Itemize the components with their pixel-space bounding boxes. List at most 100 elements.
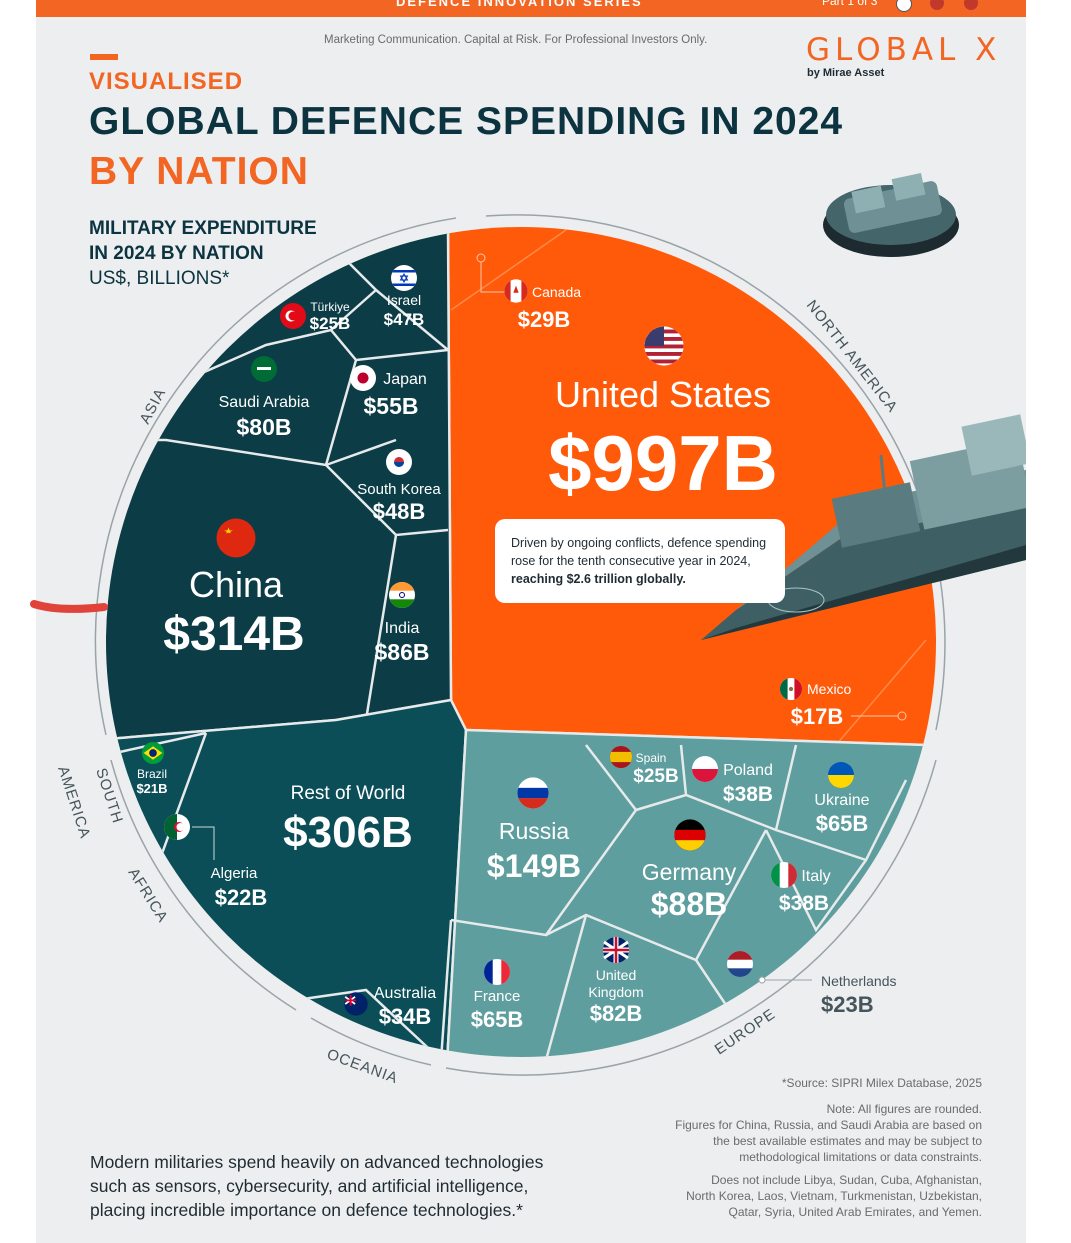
chart-subtitle-1: MILITARY EXPENDITURE bbox=[89, 218, 317, 239]
exclusion-line-2: North Korea, Laos, Vietnam, Turkmenistan… bbox=[686, 1189, 982, 1203]
label-italy-value: $38B bbox=[779, 892, 829, 915]
flag-algeria-icon bbox=[164, 814, 190, 840]
mexico-leader bbox=[851, 711, 907, 721]
flag-france-icon bbox=[484, 959, 510, 985]
label-poland-value: $38B bbox=[723, 783, 773, 806]
footer-line-2: such as sensors, cybersecurity, and arti… bbox=[90, 1176, 529, 1196]
hovercraft-illustration bbox=[823, 172, 959, 257]
footer-text: Modern militaries spend heavily on advan… bbox=[90, 1150, 650, 1222]
label-japan-value: $55B bbox=[364, 393, 419, 419]
flag-south-korea-icon bbox=[386, 449, 412, 475]
label-mexico-name: Mexico bbox=[807, 681, 852, 697]
region-label-south-america-2: AMERICA bbox=[54, 764, 93, 841]
label-spain-name: Spain bbox=[636, 751, 667, 765]
label-algeria-name: Algeria bbox=[211, 865, 258, 882]
label-israel-value: $47B bbox=[384, 310, 425, 329]
label-southkorea-name: South Korea bbox=[357, 481, 441, 498]
source-note: *Source: SIPRI Milex Database, 2025 bbox=[781, 1076, 982, 1090]
label-mexico-value: $17B bbox=[791, 704, 844, 729]
cell-canada bbox=[450, 229, 567, 311]
label-turkiye-name: Türkiye bbox=[310, 300, 350, 314]
flag-ukraine-icon bbox=[828, 762, 854, 788]
label-brazil-name: Brazil bbox=[137, 767, 167, 781]
note-line-4: methodological limitations or data const… bbox=[739, 1150, 982, 1164]
warship-illustration bbox=[701, 414, 1026, 640]
label-uk-value: $82B bbox=[590, 1001, 643, 1026]
label-us-name: United States bbox=[555, 374, 771, 415]
exclusion-line-3: Qatar, Syria, United Arab Emirates, and … bbox=[728, 1205, 982, 1219]
chart-subtitle-2: IN 2024 BY NATION bbox=[89, 243, 264, 264]
flag-spain-icon bbox=[609, 745, 633, 769]
label-canada-value: $29B bbox=[518, 307, 571, 332]
exclusion-block: Does not include Libya, Sudan, Cuba, Afg… bbox=[602, 1172, 982, 1220]
label-brazil-value: $21B bbox=[136, 781, 167, 796]
flag-usa-icon bbox=[644, 326, 684, 366]
label-france-value: $65B bbox=[471, 1007, 524, 1032]
label-uk-name-2: Kingdom bbox=[588, 984, 643, 1000]
label-turkiye-value: $25B bbox=[310, 314, 351, 333]
label-russia-value: $149B bbox=[487, 848, 581, 884]
voronoi-chart: ASIA NORTH AMERICA SOUTH AMERICA AFRICA … bbox=[54, 172, 1026, 1087]
label-saudi-name: Saudi Arabia bbox=[219, 394, 310, 411]
note-line-1: Note: All figures are rounded. bbox=[826, 1102, 982, 1116]
europe-borders bbox=[439, 744, 908, 1057]
chart-unit: US$, BILLIONS* bbox=[89, 268, 230, 289]
label-india-name: India bbox=[385, 620, 420, 637]
callout-line-2: rose for the tenth consecutive year in 2… bbox=[511, 554, 751, 568]
series-label: DEFENCE INNOVATION SERIES bbox=[396, 0, 643, 9]
flags bbox=[141, 265, 854, 1016]
label-algeria-value: $22B bbox=[215, 885, 268, 910]
label-canada-name: Canada bbox=[532, 284, 581, 300]
label-australia-name: Australia bbox=[374, 985, 436, 1002]
flag-brazil-icon bbox=[141, 741, 165, 765]
region-label-asia: ASIA bbox=[137, 385, 170, 427]
label-netherlands-value: $23B bbox=[821, 992, 874, 1017]
label-poland-name: Poland bbox=[723, 762, 773, 779]
kicker: VISUALISED bbox=[89, 68, 244, 95]
flag-australia-icon bbox=[344, 992, 368, 1016]
flag-russia-icon bbox=[517, 777, 549, 809]
algeria-leader bbox=[192, 826, 215, 860]
kicker-dash bbox=[90, 54, 118, 60]
label-australia-value: $34B bbox=[379, 1004, 432, 1029]
label-row-value: $306B bbox=[283, 808, 413, 857]
label-row-name: Rest of World bbox=[291, 783, 406, 804]
label-india-value: $86B bbox=[375, 639, 430, 665]
label-saudi-value: $80B bbox=[237, 414, 292, 440]
page-title: GLOBAL DEFENCE SPENDING IN 2024 bbox=[89, 100, 844, 143]
flag-uk-icon bbox=[603, 937, 629, 963]
infographic-poster: DEFENCE INNOVATION SERIES Part 1 of 3 Ma… bbox=[36, 0, 1026, 1243]
region-label-africa: AFRICA bbox=[125, 865, 172, 926]
note-block: Note: All figures are rounded. Figures f… bbox=[602, 1101, 982, 1165]
label-russia-name: Russia bbox=[499, 818, 570, 844]
footer-line-3: placing incredible importance on defence… bbox=[90, 1200, 523, 1220]
part-label: Part 1 of 3 bbox=[822, 0, 878, 8]
label-china-name: China bbox=[189, 564, 284, 605]
region-label-oceania: OCEANIA bbox=[325, 1046, 401, 1087]
callout-box: Driven by ongoing conflicts, defence spe… bbox=[495, 519, 785, 603]
flag-saudi-arabia-icon bbox=[251, 356, 277, 382]
note-line-2: Figures for China, Russia, and Saudi Ara… bbox=[675, 1118, 982, 1132]
part-dot-3 bbox=[964, 0, 978, 10]
disclaimer: Marketing Communication. Capital at Risk… bbox=[324, 34, 708, 46]
label-ukraine-value: $65B bbox=[816, 811, 869, 836]
netherlands-leader bbox=[758, 976, 812, 984]
flag-israel-icon bbox=[391, 265, 417, 291]
label-china-value: $314B bbox=[163, 608, 304, 661]
top-banner: DEFENCE INNOVATION SERIES Part 1 of 3 bbox=[36, 0, 1026, 17]
brand-logo: GLOBAL X bbox=[806, 32, 1002, 68]
outer-ring bbox=[94, 214, 946, 1076]
flag-turkiye-icon bbox=[280, 303, 306, 329]
exclusion-line-1: Does not include Libya, Sudan, Cuba, Afg… bbox=[711, 1173, 982, 1187]
region-label-south-america-1: SOUTH bbox=[92, 766, 126, 826]
label-germany-name: Germany bbox=[642, 859, 737, 885]
flag-india-icon bbox=[389, 582, 415, 608]
canada-leader bbox=[476, 253, 506, 293]
label-uk-name-1: United bbox=[596, 967, 636, 983]
label-us-value: $997B bbox=[548, 419, 778, 507]
country-labels: United States $997B Canada $29B Mexico $… bbox=[136, 284, 896, 1032]
note-line-3: the best available estimates and may be … bbox=[713, 1134, 982, 1148]
page-title-accent: BY NATION bbox=[89, 150, 309, 193]
label-spain-value: $25B bbox=[633, 766, 678, 787]
label-japan-name: Japan bbox=[383, 371, 427, 388]
